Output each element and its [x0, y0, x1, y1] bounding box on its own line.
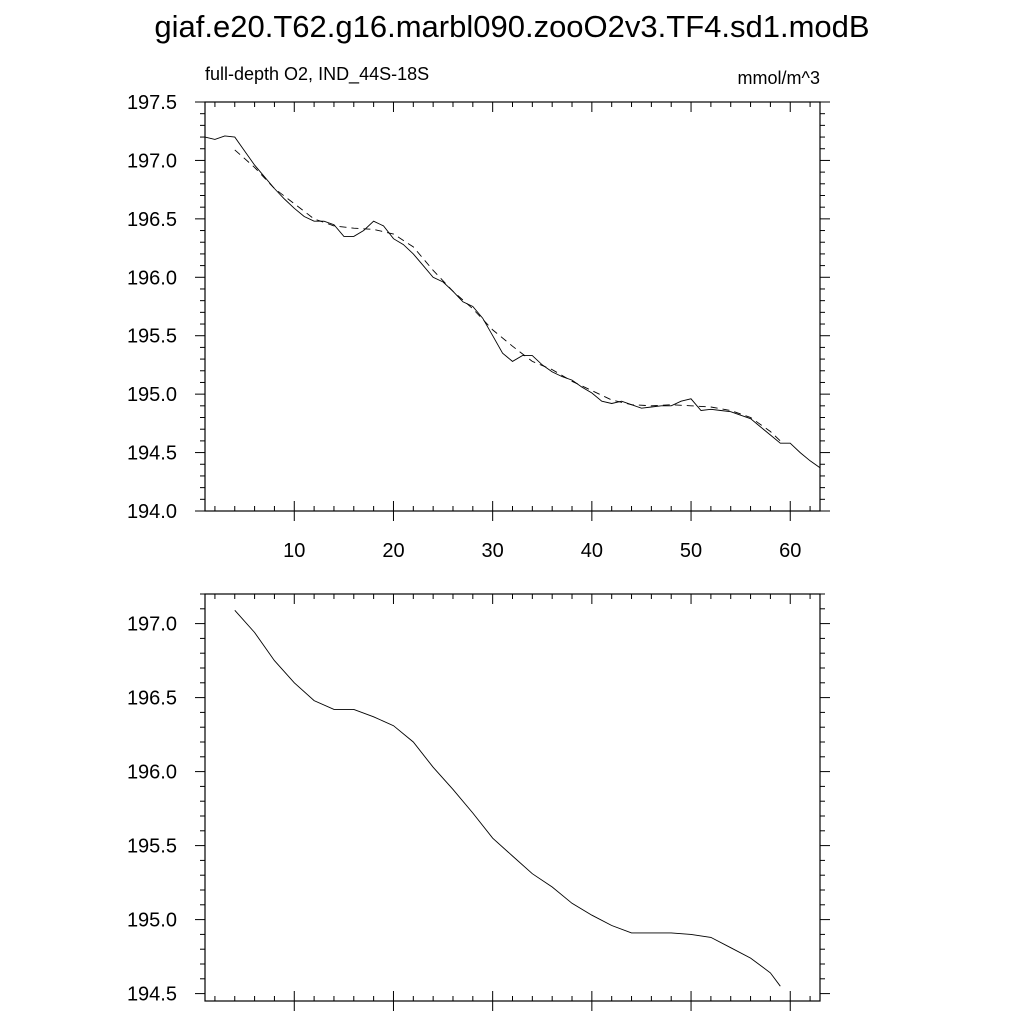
y-tick-label: 196.0: [127, 267, 177, 289]
x-tick-label: 10: [283, 540, 305, 562]
x-tick-label: 60: [779, 540, 801, 562]
x-tick-label: 40: [581, 540, 603, 562]
y-tick-label: 196.5: [127, 688, 177, 710]
y-tick-label: 196.0: [127, 762, 177, 784]
y-tick-label: 195.0: [127, 384, 177, 406]
x-tick-label: 20: [382, 540, 404, 562]
y-tick-label: 197.5: [127, 92, 177, 114]
y-tick-label: 194.0: [127, 501, 177, 523]
x-tick-label: 30: [482, 540, 504, 562]
series-line: [204, 135, 821, 469]
panel1-subtitle-left: full-depth O2, IND_44S-18S: [205, 64, 430, 84]
series-trend-line: [234, 149, 781, 442]
plot-frame: [204, 593, 821, 1002]
y-tick-label: 195.5: [127, 836, 177, 858]
y-tick-label: 195.5: [127, 326, 177, 348]
bottom-panel: 194.5 195.0 195.5 196.0 196.5 197.0: [127, 593, 830, 1011]
series-line: [234, 610, 781, 987]
panel1-subtitle-right: mmol/m^3: [737, 68, 820, 88]
y-tick-label: 197.0: [127, 150, 177, 172]
y-tick-label: 197.0: [127, 614, 177, 636]
y-tick-label: 194.5: [127, 443, 177, 465]
y-tick-label: 196.5: [127, 209, 177, 231]
top-panel: 194.0 194.5 195.0 195.5 196.0 196.5 197.0 197.5…: [127, 92, 830, 562]
plot-frame: [204, 101, 821, 512]
y-tick-label: 195.0: [127, 910, 177, 932]
y-tick-label: 194.5: [127, 984, 177, 1006]
x-tick-label: 50: [680, 540, 702, 562]
chart-title: giaf.e20.T62.g16.marbl090.zooO2v3.TF4.sd…: [154, 9, 870, 44]
